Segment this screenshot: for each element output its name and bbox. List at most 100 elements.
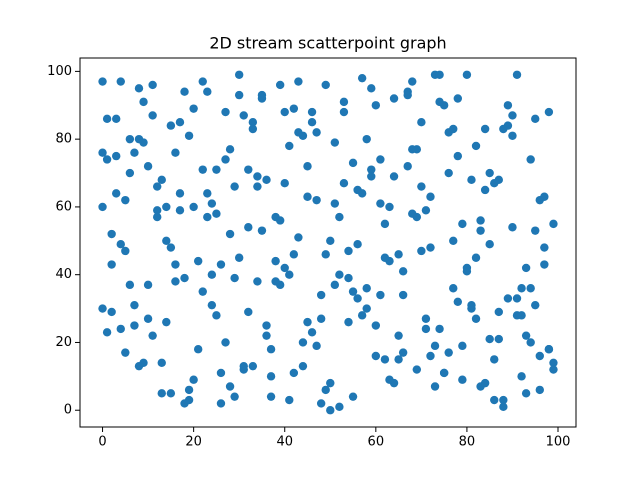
point: [335, 402, 344, 412]
point: [248, 124, 258, 134]
point: [257, 226, 267, 235]
point: [531, 114, 540, 124]
point: [266, 392, 276, 401]
point: [444, 168, 453, 178]
x-tick-label: 20: [185, 435, 202, 450]
point: [499, 402, 508, 412]
point: [330, 138, 340, 147]
point: [312, 195, 321, 205]
point: [549, 219, 558, 229]
point: [417, 182, 426, 191]
point: [526, 338, 535, 347]
point: [357, 311, 367, 320]
point: [244, 307, 253, 317]
y-tick-label: 60: [55, 199, 72, 214]
point: [362, 284, 371, 293]
point: [285, 270, 294, 279]
point: [394, 331, 403, 340]
point: [471, 314, 481, 323]
point: [112, 114, 121, 124]
point: [230, 273, 239, 283]
point: [180, 87, 189, 96]
point: [271, 256, 280, 266]
point: [344, 273, 353, 283]
point: [166, 243, 176, 252]
point: [335, 212, 344, 222]
point: [353, 294, 362, 303]
y-tick-label: 40: [55, 267, 72, 282]
point: [107, 307, 116, 317]
point: [271, 212, 280, 222]
point: [412, 365, 422, 374]
point: [285, 141, 294, 151]
y-tick-label: 100: [47, 64, 72, 79]
point: [367, 172, 376, 181]
point: [130, 300, 139, 310]
point: [540, 260, 549, 269]
point: [321, 385, 330, 395]
point: [303, 162, 312, 171]
point: [499, 395, 508, 405]
point: [262, 321, 271, 330]
point: [307, 107, 317, 117]
point: [526, 284, 535, 293]
point: [303, 317, 312, 327]
point: [234, 253, 244, 262]
point: [275, 80, 285, 90]
point: [139, 358, 148, 367]
point: [153, 206, 162, 215]
point: [517, 372, 526, 381]
point: [376, 199, 385, 208]
point: [189, 202, 198, 212]
point: [535, 385, 544, 395]
point: [316, 290, 326, 300]
point: [394, 355, 403, 364]
point: [225, 145, 235, 154]
point: [157, 175, 166, 185]
point: [285, 395, 294, 405]
point: [102, 155, 112, 164]
point: [403, 90, 412, 100]
point: [512, 311, 522, 320]
point: [435, 70, 444, 79]
point: [148, 111, 157, 120]
point: [162, 202, 171, 212]
point: [289, 104, 299, 113]
point: [458, 219, 467, 229]
point: [357, 189, 367, 198]
point: [312, 341, 321, 351]
point: [508, 131, 517, 140]
point: [421, 206, 431, 215]
point: [225, 229, 235, 239]
point: [371, 321, 381, 330]
point: [485, 334, 494, 344]
point: [430, 382, 440, 391]
point: [203, 212, 212, 222]
point: [321, 250, 330, 259]
point: [339, 179, 349, 188]
point: [171, 260, 180, 269]
point: [221, 107, 230, 117]
point: [262, 331, 271, 340]
plot-frame: [79, 57, 577, 428]
point: [175, 206, 185, 215]
point: [180, 273, 189, 283]
point: [162, 317, 171, 327]
point: [389, 172, 399, 181]
point: [408, 145, 417, 154]
point: [526, 155, 535, 164]
point: [321, 80, 330, 90]
point: [230, 182, 239, 191]
point: [408, 209, 417, 218]
point: [189, 104, 198, 113]
point: [107, 260, 116, 269]
point: [544, 107, 554, 117]
point: [426, 243, 435, 252]
point: [266, 372, 276, 381]
point: [257, 94, 267, 103]
point: [198, 77, 207, 86]
point: [134, 134, 144, 144]
point: [171, 148, 180, 157]
point: [476, 226, 485, 235]
